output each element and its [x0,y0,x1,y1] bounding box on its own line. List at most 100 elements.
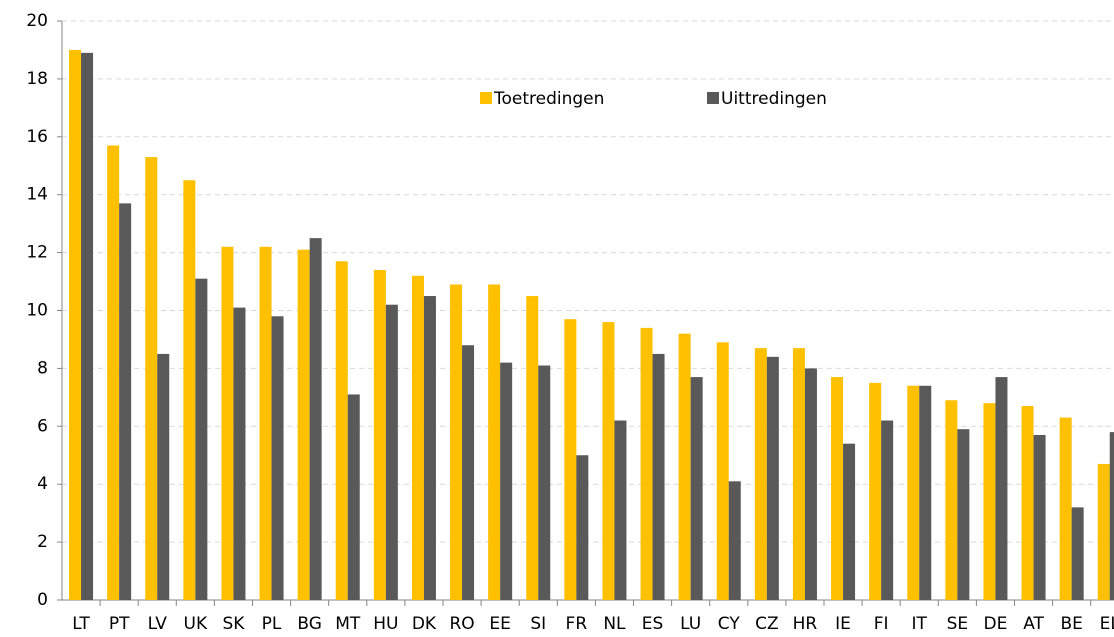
y-tick-label: 14 [26,185,48,205]
bar [271,316,284,600]
bar [488,284,501,600]
x-tick-label: FR [566,614,588,634]
bar [195,278,208,600]
x-tick-label: NL [603,614,626,634]
bar [500,362,513,600]
bar [81,52,94,601]
y-tick-label: 10 [26,301,48,321]
x-tick-label: BG [297,614,322,634]
bar [259,246,272,600]
x-tick-label: LT [72,614,90,634]
x-tick-label: LV [148,614,168,634]
y-tick-label: 2 [37,532,48,552]
x-tick-label: PL [262,614,282,634]
bar [107,145,120,601]
y-tick-label: 18 [26,69,48,89]
y-tick-label: 4 [37,474,48,494]
bar [538,365,551,600]
bar [754,348,767,600]
x-tick-label: HU [373,614,398,634]
x-tick-label: SK [222,614,245,634]
bar [640,327,653,600]
bar [804,368,817,600]
bar [602,322,615,600]
bar [983,403,996,600]
bar [576,455,589,600]
bar [564,319,577,600]
bar [233,307,246,600]
bar [157,353,170,600]
x-tick-label: MT [335,614,361,634]
y-tick-label: 6 [37,416,48,436]
bar [1021,406,1034,600]
x-tick-label: UK [184,614,208,634]
x-tick-label: EL [1100,614,1114,634]
y-tick-label: 8 [37,358,48,378]
bar [995,377,1008,600]
bar [957,429,970,600]
x-tick-label: ES [642,614,664,634]
bar [843,443,856,600]
bar [385,304,398,600]
bar [335,261,348,600]
y-tick-label: 16 [26,127,48,147]
bar [652,353,665,600]
x-tick-label: EE [489,614,510,634]
legend-label: Uittredingen [721,89,827,109]
bar [297,249,310,600]
bar [183,180,196,600]
bar [690,377,703,600]
bar [792,348,805,600]
bar [831,377,844,600]
bar [69,49,82,600]
bar [1033,434,1046,600]
bar [1109,432,1114,600]
x-tick-label: IT [912,614,928,634]
bar [907,385,920,600]
x-tick-label: IE [835,614,851,634]
bar [614,420,627,600]
x-tick-label: DK [412,614,437,634]
x-tick-label: PT [109,614,130,634]
bar [728,481,741,600]
x-tick-label: DE [984,614,1008,634]
bar [1097,463,1110,600]
bar [309,238,322,600]
legend-label: Toetredingen [493,89,604,109]
x-tick-label: SE [947,614,969,634]
x-tick-label: BE [1060,614,1082,634]
bar [221,246,234,600]
bar [716,342,729,600]
legend-swatch [707,92,719,104]
y-tick-label: 12 [26,243,48,263]
bar [919,385,932,600]
x-tick-label: RO [449,614,474,634]
x-tick-label: HR [793,614,818,634]
x-tick-label: LU [680,614,701,634]
bar [1059,417,1072,600]
x-tick-label: FI [874,614,889,634]
bar [450,284,463,600]
bar [119,203,132,600]
y-tick-label: 20 [26,11,48,31]
bar [145,157,158,600]
bar [373,269,386,600]
bar [945,400,958,600]
bar [411,275,424,600]
bar [423,296,436,600]
bar [678,333,691,600]
x-tick-label: CZ [755,614,779,634]
x-tick-label: AT [1023,614,1044,634]
bar [526,296,539,600]
x-tick-label: SI [530,614,546,634]
bar [1071,507,1084,600]
bar [881,420,894,600]
bar [766,356,779,600]
x-tick-label: CY [718,614,741,634]
legend-swatch [480,92,492,104]
bar [347,394,360,600]
y-tick-label: 0 [37,590,48,610]
bar [869,382,882,600]
bar [462,345,475,600]
